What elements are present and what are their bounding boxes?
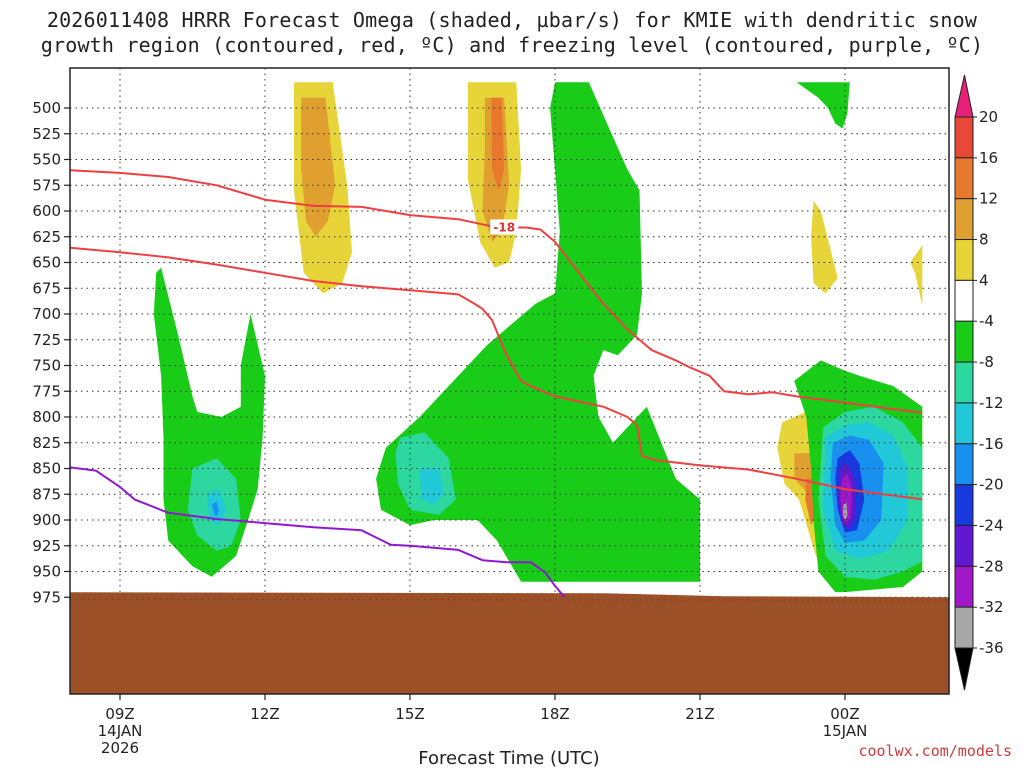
x-tick-label-00Z: 00Z (830, 705, 859, 723)
colorbar-label-8: 8 (979, 231, 989, 249)
colorbar-bin-12 (954, 565, 974, 608)
omega-region-1 (301, 97, 336, 237)
colorbar-bin-9 (954, 443, 974, 486)
colorbar-label--4: -4 (979, 312, 994, 330)
y-axis: 500 525 550 575 600 625 650 675 700 725 750 775 800 8… (32, 99, 70, 606)
credit-link[interactable]: coolwx.com/models (858, 742, 1012, 760)
contour-lines: -18 (70, 169, 923, 598)
x-tick-label-18Z: 18Z (540, 705, 569, 723)
y-tick-label-875: 875 (32, 485, 61, 503)
omega-region-16 (211, 501, 220, 517)
y-tick-label-825: 825 (32, 434, 61, 452)
y-tick-label-975: 975 (32, 588, 61, 606)
colorbar-label--24: -24 (979, 516, 1004, 534)
omega-region-9 (910, 245, 923, 306)
colorbar-bin-13 (954, 606, 974, 649)
dgz-contour-0 (70, 169, 923, 414)
contour-label: -18 (493, 220, 515, 234)
y-tick-label-950: 950 (32, 563, 61, 581)
colorbar-bin-2 (954, 157, 974, 200)
colorbar-label--20: -20 (979, 476, 1004, 494)
colorbar-label--28: -28 (979, 557, 1004, 575)
y-tick-label-525: 525 (32, 125, 61, 143)
colorbar-bin-11 (954, 524, 974, 567)
colorbar-bin-3 (954, 198, 974, 241)
dgz-contour-1 (70, 246, 923, 501)
x-tick-label-21Z: 21Z (685, 705, 714, 723)
y-tick-label-850: 850 (32, 460, 61, 478)
surface-layer (70, 592, 949, 694)
colorbar-label--8: -8 (979, 353, 994, 371)
y-tick-label-925: 925 (32, 537, 61, 555)
ground-surface (70, 592, 949, 694)
ground-texture (70, 598, 949, 601)
colorbar-label--32: -32 (979, 598, 1004, 616)
colorbar-bin-1 (954, 116, 974, 159)
colorbar-label-12: 12 (979, 190, 998, 208)
y-tick-label-625: 625 (32, 228, 61, 246)
x-tick-date-09Z: 14JAN (98, 722, 143, 740)
omega-region-8 (811, 200, 838, 294)
x-tick-year-09Z: 2026 (101, 739, 139, 757)
colorbar-bin-7 (954, 361, 974, 404)
y-tick-label-800: 800 (32, 408, 61, 426)
x-axis-label: Forecast Time (UTC) (418, 748, 599, 768)
omega-region-17 (584, 411, 594, 443)
y-tick-label-575: 575 (32, 176, 61, 194)
y-tick-label-650: 650 (32, 254, 61, 272)
chart-title-line-1: 2026011408 HRRR Forecast Omega (shaded, … (46, 8, 978, 32)
freezing-level-contour (70, 466, 566, 598)
omega-region-12 (419, 468, 444, 505)
colorbar-label--12: -12 (979, 394, 1004, 412)
y-tick-label-500: 500 (32, 99, 61, 117)
y-tick-label-750: 750 (32, 357, 61, 375)
colorbar-label-20: 20 (979, 108, 998, 126)
x-tick-label-09Z: 09Z (105, 705, 134, 723)
y-tick-label-725: 725 (32, 331, 61, 349)
y-tick-label-700: 700 (32, 305, 61, 323)
y-tick-label-775: 775 (32, 382, 61, 400)
y-tick-label-600: 600 (32, 202, 61, 220)
colorbar-label-16: 16 (979, 149, 998, 167)
colorbar-label-4: 4 (979, 271, 989, 289)
contour-label-bg (490, 219, 519, 235)
colorbar-bin-8 (954, 402, 974, 445)
x-tick-label-12Z: 12Z (250, 705, 279, 723)
grid-lines (70, 68, 949, 694)
colorbar-bin-5 (954, 279, 974, 322)
colorbar-bin-6 (954, 320, 974, 363)
plot-frame (69, 67, 950, 695)
omega-region-25 (840, 473, 853, 524)
omega-region-18 (796, 82, 850, 129)
colorbar-bin-bottom (954, 647, 974, 691)
colorbar-bin-top (954, 74, 974, 118)
omega-region-26 (843, 502, 848, 521)
y-tick-label-675: 675 (32, 279, 61, 297)
y-tick-label-550: 550 (32, 151, 61, 169)
colorbar-bin-10 (954, 484, 974, 526)
y-tick-label-900: 900 (32, 511, 61, 529)
chart-title-line-2: growth region (contoured, red, ºC) and f… (40, 33, 984, 57)
colorbar-label--36: -36 (979, 639, 1004, 657)
colorbar-bin-4 (954, 239, 974, 281)
colorbar-label--16: -16 (979, 435, 1004, 453)
colorbar: 20 16 12 8 4 -4 -8 -12 -16 -20 -24 -28 -32 -36 (954, 74, 1004, 691)
x-tick-label-15Z: 15Z (395, 705, 424, 723)
omega-region-10 (376, 82, 700, 582)
omega-region-4 (491, 97, 505, 191)
x-tick-date-00Z: 15JAN (823, 722, 868, 740)
